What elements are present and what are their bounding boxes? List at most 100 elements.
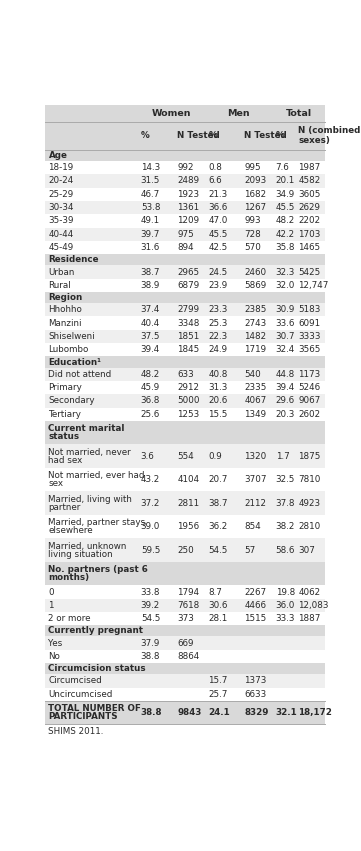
Text: 993: 993: [244, 216, 261, 226]
Bar: [45, 491, 325, 515]
Text: 40.8: 40.8: [209, 370, 228, 379]
Text: 5869: 5869: [244, 281, 266, 290]
Text: 1349: 1349: [244, 410, 266, 419]
Bar: [45, 330, 325, 343]
Text: sexes): sexes): [298, 136, 330, 146]
Text: 44.8: 44.8: [276, 370, 295, 379]
Text: 373: 373: [177, 614, 194, 623]
Text: 12,083: 12,083: [298, 601, 329, 610]
Text: No: No: [48, 652, 60, 661]
Bar: [45, 637, 325, 650]
Text: 45.9: 45.9: [141, 383, 160, 392]
Text: 669: 669: [177, 638, 194, 648]
Bar: [45, 279, 325, 292]
Text: Total: Total: [286, 109, 312, 118]
Text: 40-44: 40-44: [48, 230, 74, 239]
Text: 7618: 7618: [177, 601, 199, 610]
Text: 5246: 5246: [298, 383, 321, 392]
Text: 57: 57: [244, 545, 256, 555]
Text: status: status: [48, 432, 80, 441]
Text: 32.4: 32.4: [276, 346, 295, 354]
Text: 2799: 2799: [177, 306, 199, 314]
Text: 23.3: 23.3: [209, 306, 228, 314]
Bar: [45, 303, 325, 317]
Text: 540: 540: [244, 370, 261, 379]
Text: Shiselweni: Shiselweni: [48, 332, 95, 341]
Text: 4466: 4466: [244, 601, 266, 610]
Text: 54.5: 54.5: [141, 614, 160, 623]
Text: 3605: 3605: [298, 190, 321, 199]
Text: 975: 975: [177, 230, 194, 239]
Text: 4062: 4062: [298, 587, 321, 597]
Bar: [45, 650, 325, 663]
Text: 1682: 1682: [244, 190, 266, 199]
Text: Currently pregnant: Currently pregnant: [48, 626, 143, 636]
Text: Women: Women: [152, 109, 191, 118]
Text: 250: 250: [177, 545, 194, 555]
Text: 2811: 2811: [177, 499, 199, 508]
Text: 36.6: 36.6: [209, 203, 228, 212]
Text: 1923: 1923: [177, 190, 199, 199]
Text: 995: 995: [244, 163, 261, 172]
Bar: [45, 241, 325, 254]
Text: 32.1: 32.1: [276, 708, 297, 717]
Text: 2 or more: 2 or more: [48, 614, 91, 623]
Bar: [45, 515, 325, 539]
Bar: [45, 444, 325, 468]
Text: 4067: 4067: [244, 397, 266, 405]
Bar: [45, 161, 325, 174]
Text: 0.9: 0.9: [209, 452, 222, 460]
Text: 1887: 1887: [298, 614, 321, 623]
Text: 1173: 1173: [298, 370, 321, 379]
Text: 29.6: 29.6: [276, 397, 295, 405]
Text: 36.8: 36.8: [141, 397, 160, 405]
Bar: [45, 539, 325, 562]
Bar: [45, 612, 325, 625]
Text: 6091: 6091: [298, 318, 321, 328]
Text: 15.7: 15.7: [209, 677, 228, 685]
Text: 2602: 2602: [298, 410, 321, 419]
Bar: [45, 724, 325, 738]
Text: 6633: 6633: [244, 690, 266, 699]
Text: 40.4: 40.4: [141, 318, 160, 328]
Text: 854: 854: [244, 523, 261, 531]
Text: Uncircumcised: Uncircumcised: [48, 690, 113, 699]
Bar: [45, 227, 325, 241]
Text: Hhohho: Hhohho: [48, 306, 82, 314]
Text: N Tested: N Tested: [177, 131, 220, 140]
Text: 53.8: 53.8: [141, 203, 160, 212]
Text: 43.2: 43.2: [141, 475, 160, 484]
Text: 38.7: 38.7: [141, 267, 160, 277]
Text: 47.0: 47.0: [209, 216, 228, 226]
Text: 24.5: 24.5: [209, 267, 228, 277]
Text: 1719: 1719: [244, 346, 266, 354]
Text: 39.4: 39.4: [141, 346, 160, 354]
Text: 38.8: 38.8: [141, 708, 162, 717]
Text: 1361: 1361: [177, 203, 199, 212]
Text: 25.3: 25.3: [209, 318, 228, 328]
Text: 570: 570: [244, 243, 261, 252]
Text: 14.3: 14.3: [141, 163, 160, 172]
Text: 35.8: 35.8: [276, 243, 295, 252]
Text: 1703: 1703: [298, 230, 321, 239]
Text: %: %: [209, 131, 217, 140]
Text: 2489: 2489: [177, 176, 199, 186]
Text: Did not attend: Did not attend: [48, 370, 112, 379]
Bar: [45, 663, 325, 674]
Text: Tertiary: Tertiary: [48, 410, 81, 419]
Text: 992: 992: [177, 163, 194, 172]
Text: Married, unknown: Married, unknown: [48, 542, 127, 551]
Text: 39.2: 39.2: [141, 601, 160, 610]
Bar: [45, 421, 325, 444]
Text: 9843: 9843: [177, 708, 201, 717]
Text: 23.9: 23.9: [209, 281, 228, 290]
Text: 19.8: 19.8: [276, 587, 295, 597]
Text: 8.7: 8.7: [209, 587, 222, 597]
Text: 37.8: 37.8: [276, 499, 295, 508]
Text: 36.2: 36.2: [209, 523, 228, 531]
Text: 894: 894: [177, 243, 194, 252]
Text: 59.5: 59.5: [141, 545, 160, 555]
Text: 34.9: 34.9: [276, 190, 295, 199]
Text: Circumcised: Circumcised: [48, 677, 102, 685]
Text: 2093: 2093: [244, 176, 266, 186]
